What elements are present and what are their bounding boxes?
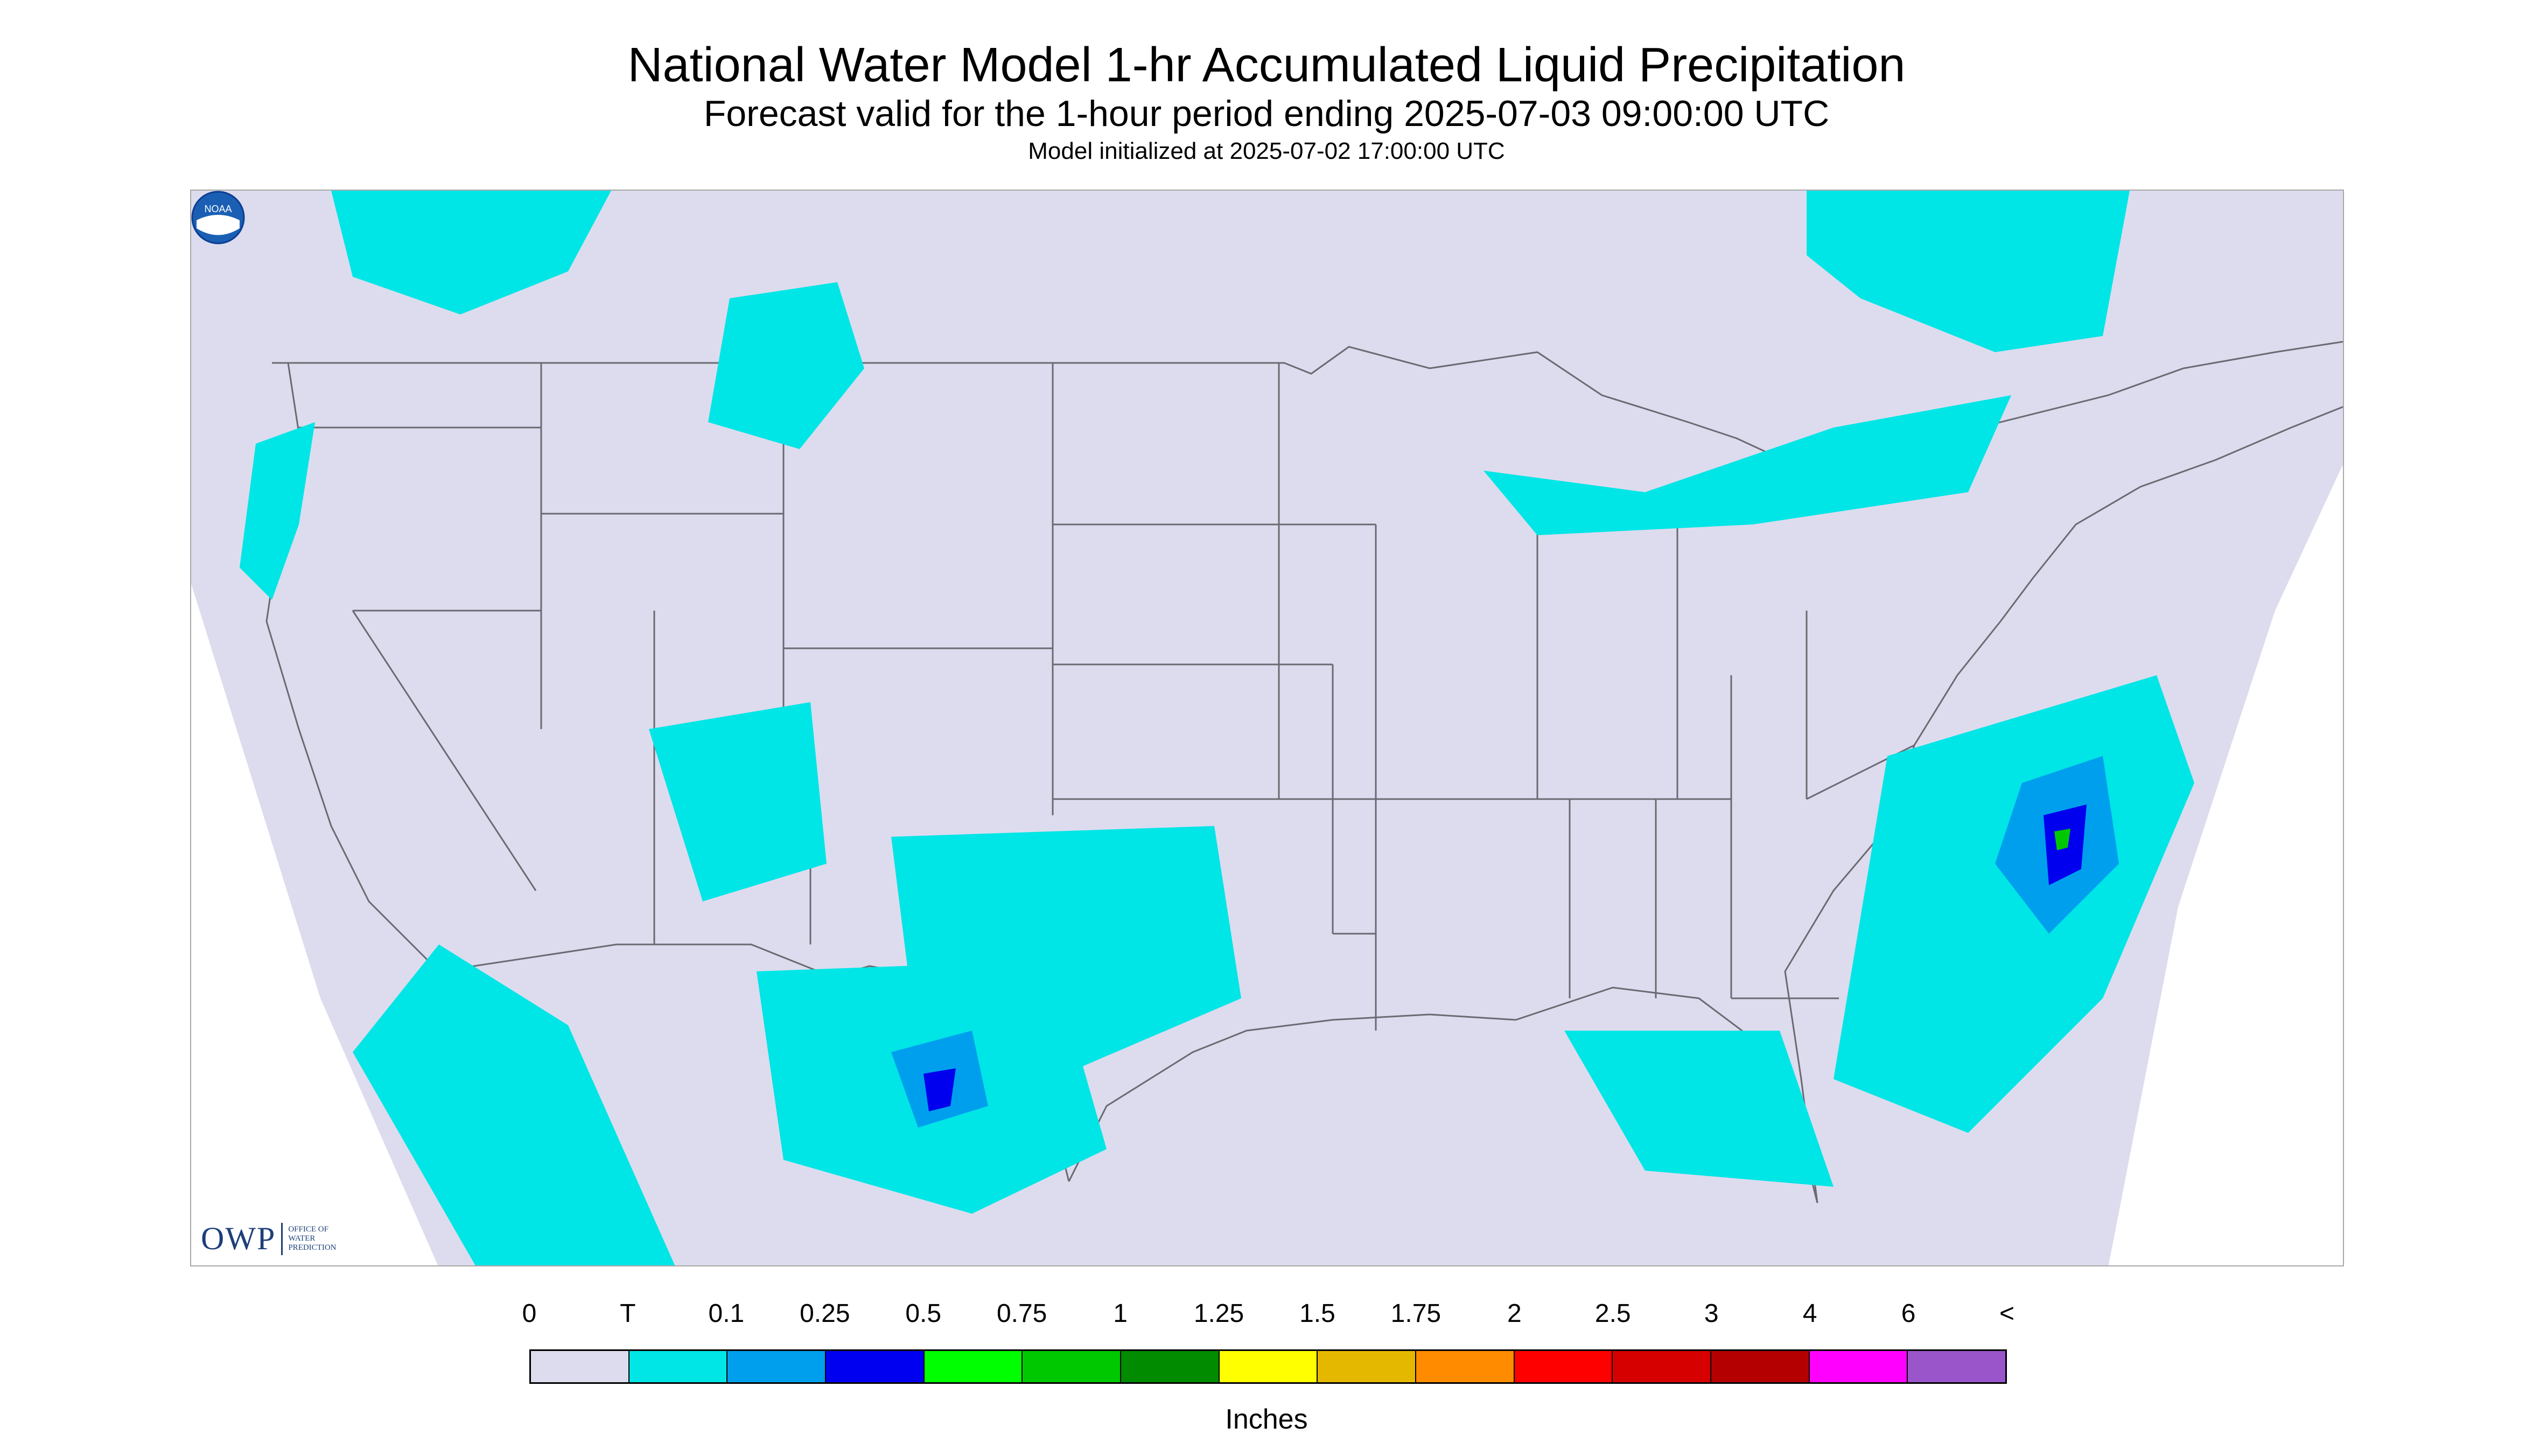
owp-logo-name: Office of Water Prediction (288, 1225, 336, 1252)
legend-swatch (1908, 1351, 2006, 1382)
legend-swatch (1219, 1351, 1318, 1382)
legend-swatch (1514, 1351, 1613, 1382)
legend-swatch (531, 1351, 629, 1382)
legend-label: 0.75 (996, 1299, 1047, 1328)
legend-swatch (1023, 1351, 1122, 1382)
legend-label: 0 (522, 1299, 537, 1328)
legend-label: 1.25 (1193, 1299, 1244, 1328)
precip-area-northern-plains (708, 282, 864, 449)
legend-label: 0.25 (800, 1299, 850, 1328)
legend-swatch (1613, 1351, 1712, 1382)
legend-label: 1 (1113, 1299, 1128, 1328)
legend-swatch (1318, 1351, 1417, 1382)
map-panel: OWP Office of Water Prediction NOAA (190, 190, 2344, 1266)
legend-label: 2 (1507, 1299, 1522, 1328)
legend-label: 0.5 (905, 1299, 942, 1328)
precip-area-canada-west (331, 191, 611, 314)
owp-logo-line: Water (288, 1234, 316, 1243)
legend-label: T (620, 1299, 636, 1328)
legend-label: 6 (1901, 1299, 1916, 1328)
precip-area-florida-gulf (1564, 1031, 1834, 1187)
legend-label: 1.5 (1299, 1299, 1335, 1328)
owp-logo-line: Office of (288, 1225, 328, 1234)
legend-swatch (826, 1351, 925, 1382)
map-title: National Water Model 1-hr Accumulated Li… (627, 38, 1906, 92)
precip-area-great-lakes (1484, 395, 2011, 535)
legend-swatch (1121, 1351, 1220, 1382)
legend-label: 2.5 (1594, 1299, 1631, 1328)
legend-swatch (1711, 1351, 1810, 1382)
precip-extreme-atlantic (2054, 829, 2070, 850)
precipitation-areas (240, 191, 2194, 1265)
legend-swatch (1416, 1351, 1515, 1382)
legend-swatch (629, 1351, 728, 1382)
owp-logo-line: Prediction (288, 1243, 337, 1252)
owp-logo-divider (281, 1222, 283, 1255)
legend-label: 4 (1802, 1299, 1817, 1328)
legend-labels: 0 T 0.1 0.25 0.5 0.75 1 1.25 1.5 1.75 2 2.5 3 4 6 < (0, 1299, 2533, 1336)
legend-label: 3 (1704, 1299, 1719, 1328)
legend-label: 1.75 (1390, 1299, 1442, 1328)
precipitation-map (191, 191, 2343, 1265)
precip-area-california-offshore (353, 944, 675, 1265)
atlantic-coast (1784, 405, 2343, 1203)
precip-area-pacific-northwest (240, 422, 315, 600)
legend-label: 0.1 (708, 1299, 745, 1328)
model-init-time: Model initialized at 2025-07-02 17:00:00… (1028, 138, 1505, 164)
owp-logo: OWP Office of Water Prediction (201, 1220, 337, 1257)
precip-area-canada-east (1807, 191, 2130, 352)
legend-swatch (1809, 1351, 1908, 1382)
legend-units: Inches (1225, 1404, 1308, 1435)
precip-heavy-texas (923, 1068, 956, 1111)
legend-color-bar (529, 1349, 2007, 1384)
legend-swatch (924, 1351, 1023, 1382)
owp-logo-letters: OWP (201, 1221, 276, 1256)
canada-border (272, 341, 2343, 493)
precip-area-southwest (649, 702, 827, 901)
noaa-logo-text: NOAA (204, 204, 232, 214)
state-lines (299, 363, 1915, 1031)
legend-label: < (1999, 1299, 2015, 1328)
legend-swatch (727, 1351, 827, 1382)
map-subtitle: Forecast valid for the 1-hour period end… (703, 93, 1830, 134)
noaa-logo-icon: NOAA (191, 191, 245, 244)
